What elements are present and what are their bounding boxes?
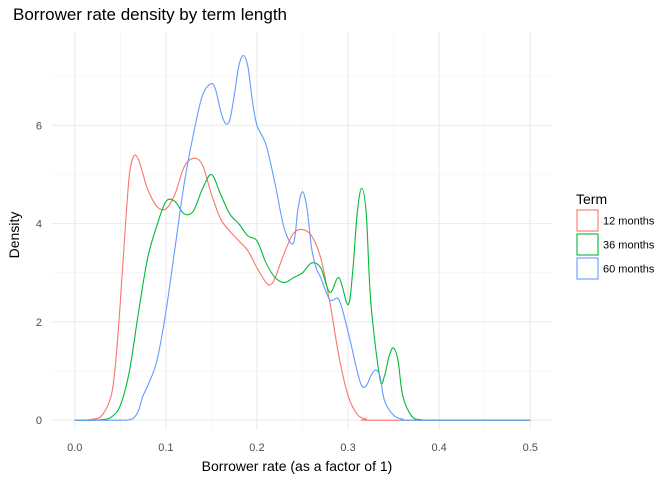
y-tick-label: 2 (36, 317, 42, 329)
x-tick-labels: 0.0 0.1 0.2 0.3 0.4 0.5 (67, 442, 538, 454)
x-tick-label: 0.2 (249, 442, 264, 454)
y-tick-labels: 0 2 4 6 (36, 120, 42, 427)
grid-lines (52, 32, 553, 430)
legend-key-36-months (576, 233, 599, 256)
x-axis-label: Borrower rate (as a factor of 1) (202, 458, 393, 474)
y-tick-label: 4 (36, 219, 42, 231)
legend-label-12-months: 12 months (603, 216, 655, 228)
legend-key-60-months (576, 257, 599, 280)
y-axis-label: Density (6, 212, 22, 259)
legend-key-12-months (576, 209, 599, 232)
legend-label-36-months: 36 months (603, 240, 655, 252)
series-line-60-months (74, 55, 531, 421)
legend-label-60-months: 60 months (603, 264, 655, 276)
x-tick-label: 0.3 (340, 442, 355, 454)
y-tick-label: 0 (36, 415, 42, 427)
series-line-12-months (74, 154, 531, 421)
legend-title: Term (576, 191, 607, 207)
x-tick-label: 0.5 (523, 442, 538, 454)
x-tick-label: 0.1 (158, 442, 173, 454)
x-tick-label: 0.4 (431, 442, 446, 454)
series-line-36-months (74, 173, 531, 421)
density-lines (74, 55, 531, 421)
legend: Term 12 months 36 months 60 months (576, 191, 655, 280)
x-tick-label: 0.0 (67, 442, 82, 454)
chart-title: Borrower rate density by term length (13, 5, 287, 24)
y-tick-label: 6 (36, 120, 42, 132)
